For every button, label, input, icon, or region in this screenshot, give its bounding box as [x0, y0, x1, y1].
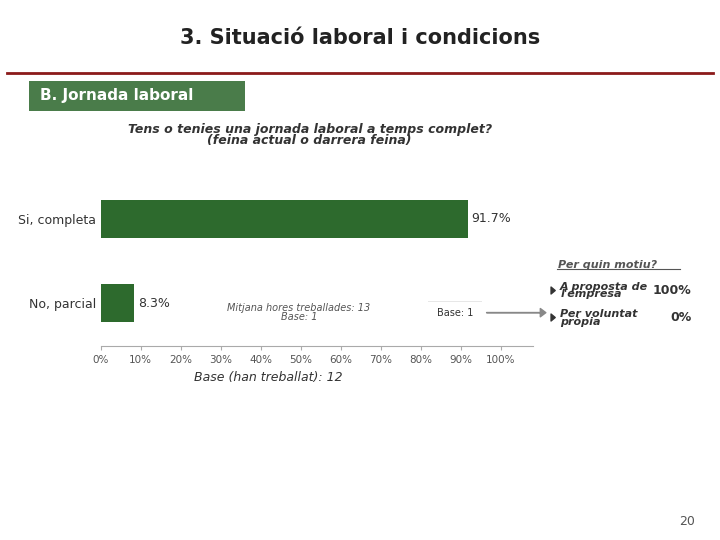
FancyBboxPatch shape: [29, 81, 245, 111]
Text: Per voluntat: Per voluntat: [560, 309, 638, 319]
Text: Mitjana hores treballades: 13: Mitjana hores treballades: 13: [228, 303, 370, 313]
Bar: [101, 285, 134, 322]
Text: Per quin motiu?: Per quin motiu?: [558, 260, 657, 269]
Text: Base: 1: Base: 1: [437, 308, 474, 318]
Text: 8.3%: 8.3%: [138, 297, 170, 310]
Text: 100%: 100%: [652, 284, 691, 297]
Text: 0%: 0%: [670, 311, 691, 324]
FancyBboxPatch shape: [426, 300, 485, 325]
Text: 3. Situació laboral i condicions: 3. Situació laboral i condicions: [180, 28, 540, 48]
Bar: [101, 200, 467, 238]
Text: pròpia: pròpia: [560, 316, 600, 327]
Text: A proposta de: A proposta de: [560, 282, 648, 292]
Text: l'empresa: l'empresa: [560, 289, 621, 299]
Text: (feina actual o darrera feina): (feina actual o darrera feina): [207, 134, 412, 147]
Text: Tens o tenies una jornada laboral a temps complet?: Tens o tenies una jornada laboral a temp…: [127, 123, 492, 136]
Text: 20: 20: [679, 515, 695, 528]
Text: B. Jornada laboral: B. Jornada laboral: [40, 89, 193, 103]
Text: Base (han treballat): 12: Base (han treballat): 12: [194, 372, 343, 384]
Text: Base: 1: Base: 1: [281, 312, 317, 322]
Text: 91.7%: 91.7%: [472, 212, 511, 225]
